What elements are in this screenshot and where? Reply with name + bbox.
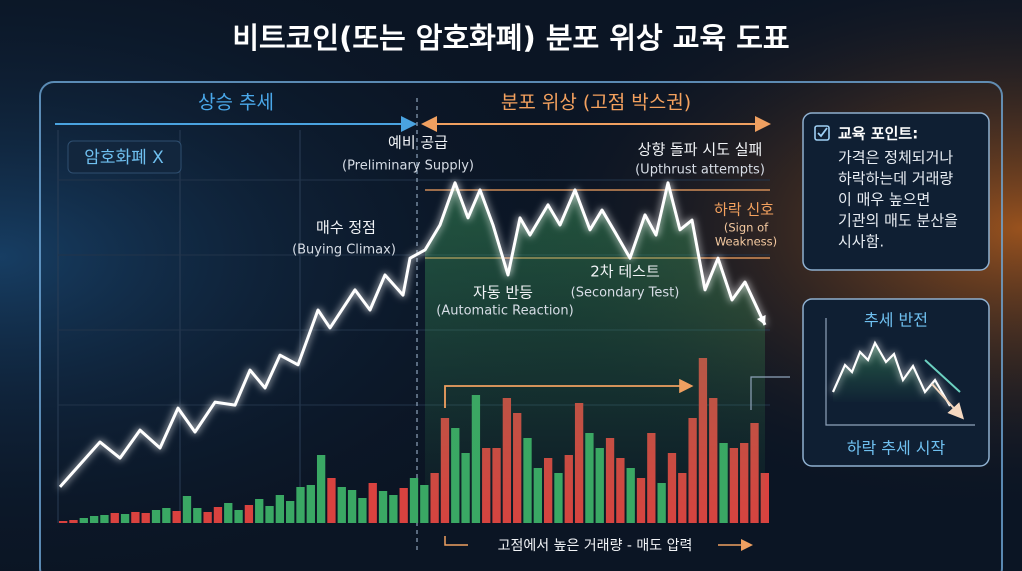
annotation: 2차 테스트 xyxy=(590,263,660,281)
volume-bar xyxy=(316,455,326,523)
check-mark xyxy=(817,127,828,138)
volume-bar xyxy=(59,521,68,523)
annotation: (Secondary Test) xyxy=(571,286,680,301)
volume-bar xyxy=(234,510,243,523)
volume-bar xyxy=(327,478,336,523)
volume-bar xyxy=(389,495,398,523)
inset-line xyxy=(831,340,951,407)
annotation: (Upthrust attempts) xyxy=(635,163,765,178)
volume-bar xyxy=(120,514,130,523)
inset-caption: 하락 추세 시작 xyxy=(847,439,946,458)
volume-bar xyxy=(69,520,78,523)
volume-bar xyxy=(162,508,171,523)
volume-bar xyxy=(151,510,161,523)
annotation: (Automatic Reaction) xyxy=(436,304,573,319)
annotation: (Sign of xyxy=(724,221,769,235)
volume-bar xyxy=(368,483,377,523)
bracket xyxy=(444,536,468,546)
volume-bar xyxy=(79,518,88,523)
info-line: 기관의 매도 분산을 xyxy=(838,212,958,230)
volume-bar xyxy=(172,511,181,523)
connector xyxy=(750,376,790,410)
volume-bar xyxy=(358,498,367,523)
asset-label: 암호화폐 X xyxy=(84,148,164,168)
volume-bar xyxy=(182,496,192,523)
inset-arrow xyxy=(924,359,961,393)
info-line: 시사함. xyxy=(838,233,884,251)
volume-bar xyxy=(409,478,419,523)
volume-bar xyxy=(420,485,429,523)
volume-bar xyxy=(275,495,285,523)
annotation: 예비 공급 xyxy=(388,134,448,152)
volume-bar xyxy=(378,491,388,523)
volume-bar xyxy=(131,512,140,523)
volume-bar xyxy=(193,508,202,523)
annotation: Weakness) xyxy=(715,235,777,249)
inset-arrow xyxy=(931,383,965,420)
uptrend-label: 상승 추세 xyxy=(198,92,274,114)
annotation: (Preliminary Supply) xyxy=(342,159,474,174)
volume-bar xyxy=(296,487,305,523)
info-line: 하락하는데 거래량 xyxy=(838,170,953,188)
annotation: 자동 반등 xyxy=(473,284,533,302)
volume-bar xyxy=(203,512,212,523)
asset-badge xyxy=(67,140,182,174)
annotation: (Buying Climax) xyxy=(292,243,396,258)
title: 비트코인(또는 암호화폐) 분포 위상 교육 도표 xyxy=(232,21,789,55)
inset-title: 추세 반전 xyxy=(864,311,928,330)
volume-bar xyxy=(89,516,99,523)
volume-bar xyxy=(141,513,150,523)
annotation: 상향 돌파 시도 실패 xyxy=(638,141,763,159)
info-box xyxy=(802,112,990,271)
annotation: 하락 신호 xyxy=(714,201,774,219)
volume-bar xyxy=(100,515,109,523)
volume-bar xyxy=(213,507,223,523)
volume-note: 고점에서 높은 거래량 - 매도 압력 xyxy=(498,538,693,554)
info-title: 교육 포인트: xyxy=(838,125,918,143)
volume-bar xyxy=(399,488,408,523)
volume-bar xyxy=(110,513,119,523)
info-line: 이 매우 높으면 xyxy=(838,191,930,209)
inset-axes xyxy=(825,318,975,426)
volume-arrow xyxy=(444,378,694,408)
inset-area xyxy=(833,343,950,402)
distribution-label: 분포 위상 (고점 박스권) xyxy=(501,92,691,114)
volume-bar xyxy=(244,505,254,523)
volume-bar xyxy=(306,485,315,523)
frame xyxy=(39,81,1003,571)
volume-bar xyxy=(347,490,357,523)
volume-bar xyxy=(337,487,346,523)
price-line xyxy=(58,181,767,488)
annotation: 매수 정점 xyxy=(316,219,376,237)
volume-bar xyxy=(286,501,295,523)
price-arrowhead xyxy=(756,314,766,325)
volume-bar xyxy=(224,503,233,523)
volume-bar xyxy=(255,499,264,523)
volume-bar xyxy=(265,506,274,523)
check-icon xyxy=(814,125,830,141)
info-line: 가격은 정체되거나 xyxy=(838,149,953,167)
